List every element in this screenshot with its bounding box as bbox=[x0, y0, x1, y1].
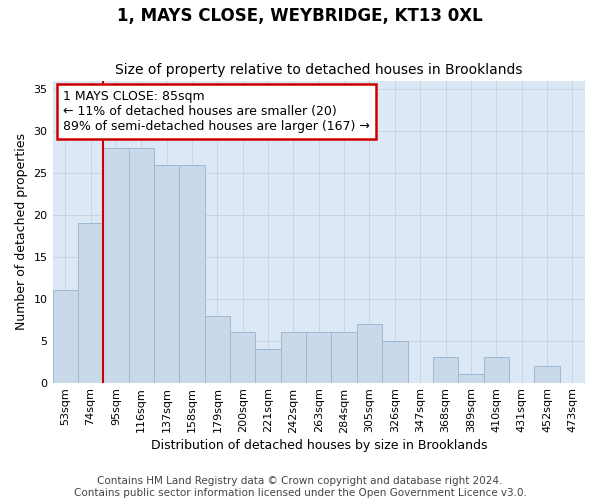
Title: Size of property relative to detached houses in Brooklands: Size of property relative to detached ho… bbox=[115, 63, 523, 77]
Bar bbox=[484, 358, 509, 382]
Bar bbox=[281, 332, 306, 382]
Bar bbox=[205, 316, 230, 382]
X-axis label: Distribution of detached houses by size in Brooklands: Distribution of detached houses by size … bbox=[151, 440, 487, 452]
Bar bbox=[357, 324, 382, 382]
Bar bbox=[256, 349, 281, 382]
Bar bbox=[103, 148, 128, 382]
Text: 1, MAYS CLOSE, WEYBRIDGE, KT13 0XL: 1, MAYS CLOSE, WEYBRIDGE, KT13 0XL bbox=[117, 8, 483, 26]
Bar bbox=[179, 164, 205, 382]
Y-axis label: Number of detached properties: Number of detached properties bbox=[15, 134, 28, 330]
Bar bbox=[534, 366, 560, 382]
Text: 1 MAYS CLOSE: 85sqm
← 11% of detached houses are smaller (20)
89% of semi-detach: 1 MAYS CLOSE: 85sqm ← 11% of detached ho… bbox=[63, 90, 370, 133]
Bar bbox=[433, 358, 458, 382]
Bar bbox=[154, 164, 179, 382]
Bar bbox=[230, 332, 256, 382]
Bar bbox=[458, 374, 484, 382]
Bar bbox=[128, 148, 154, 382]
Text: Contains HM Land Registry data © Crown copyright and database right 2024.
Contai: Contains HM Land Registry data © Crown c… bbox=[74, 476, 526, 498]
Bar bbox=[382, 340, 407, 382]
Bar bbox=[331, 332, 357, 382]
Bar bbox=[53, 290, 78, 382]
Bar bbox=[306, 332, 331, 382]
Bar bbox=[78, 224, 103, 382]
